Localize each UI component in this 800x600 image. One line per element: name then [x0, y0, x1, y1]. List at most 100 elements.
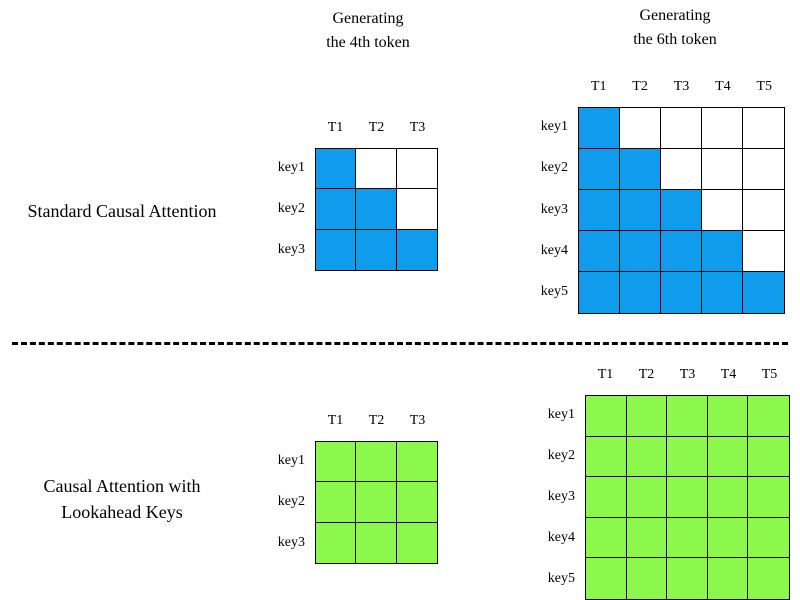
matrix-standard-3-col-t1: T1 [327, 120, 344, 135]
attention-cell [626, 477, 668, 518]
title-generating-4th: Generating the 4th token [298, 7, 438, 55]
matrix-lookahead-3-row-key3: key3 [277, 534, 305, 550]
attention-cell [396, 442, 437, 483]
attention-cell [661, 272, 702, 313]
attention-cell [743, 149, 784, 190]
matrix-lookahead-5-row-key1: key1 [547, 406, 575, 422]
attention-cell [702, 108, 743, 149]
attention-cell [316, 442, 357, 483]
matrix-standard-3-grid [315, 148, 438, 271]
attention-cell [667, 477, 708, 518]
attention-cell [661, 190, 702, 231]
attention-cell [748, 558, 789, 599]
attention-cell [579, 108, 620, 149]
matrix-standard-5-col-t2: T2 [632, 79, 648, 94]
attention-cell [626, 396, 668, 437]
attention-cell [743, 272, 784, 313]
attention-cell [396, 522, 437, 563]
matrix-standard-3-row-key3: key3 [277, 241, 305, 257]
title-generating-6th: Generating the 6th token [605, 4, 745, 52]
attention-cell [396, 149, 437, 190]
matrix-lookahead-5-row-key4: key4 [547, 529, 575, 545]
attention-cell [748, 396, 789, 437]
matrix-standard-3-row-key2: key2 [277, 200, 305, 216]
attention-cell [620, 108, 661, 149]
matrix-standard-5-row-key2: key2 [540, 160, 568, 176]
attention-cell [626, 436, 668, 478]
attention-cell [667, 396, 708, 437]
matrix-lookahead-3-row-key2: key2 [277, 493, 305, 509]
attention-cell [707, 436, 749, 478]
attention-cell [586, 517, 627, 559]
attention-cell [743, 108, 784, 149]
attention-cell [396, 482, 437, 523]
attention-cell [356, 149, 397, 190]
attention-cell [702, 231, 743, 272]
attention-cell [707, 477, 749, 518]
matrix-lookahead-5-col-t3: T3 [679, 367, 696, 382]
attention-cell [586, 436, 627, 478]
attention-cell [316, 229, 357, 270]
matrix-lookahead-3-col-t1: T1 [327, 413, 344, 428]
matrix-standard-5-row-key5: key5 [540, 284, 568, 300]
matrix-lookahead-5-row-key2: key2 [547, 447, 575, 463]
matrix-standard-3-row-key1: key1 [277, 159, 305, 175]
attention-cell [667, 558, 708, 599]
label-standard-causal-attention-text: Standard Causal Attention [27, 201, 217, 221]
matrix-lookahead-5-col-t5: T5 [761, 367, 778, 382]
attention-cell [620, 272, 661, 313]
attention-cell [707, 517, 749, 559]
attention-cell [586, 396, 627, 437]
label-causal-attention-lookahead-line2: Lookahead Keys [61, 502, 183, 522]
title-generating-4th-line1: Generating [332, 10, 404, 27]
matrix-lookahead-3-row-key1: key1 [277, 452, 305, 468]
matrix-lookahead-3-grid [315, 441, 438, 564]
title-generating-6th-line1: Generating [639, 7, 711, 24]
attention-cell [620, 231, 661, 272]
attention-cell [626, 517, 668, 559]
attention-cell [396, 189, 437, 230]
matrix-standard-3-col-t2: T2 [368, 120, 385, 135]
attention-cell [743, 190, 784, 231]
attention-cell [620, 149, 661, 190]
attention-cell [748, 477, 789, 518]
attention-cell [661, 149, 702, 190]
attention-cell [702, 190, 743, 231]
attention-cell [702, 149, 743, 190]
attention-cell [579, 272, 620, 313]
matrix-standard-5-col-t5: T5 [756, 79, 773, 94]
matrix-standard-5-row-key4: key4 [540, 242, 568, 258]
section-divider [12, 342, 788, 345]
attention-cell [579, 231, 620, 272]
attention-cell [316, 482, 357, 523]
matrix-standard-5-row-key3: key3 [540, 201, 568, 217]
attention-cell [586, 558, 627, 599]
matrix-standard-5-grid [578, 107, 785, 314]
attention-cell [626, 558, 668, 599]
attention-cell [316, 149, 357, 190]
matrix-lookahead-5-grid [585, 395, 790, 600]
attention-cell [356, 229, 397, 270]
attention-cell [743, 231, 784, 272]
attention-cell [356, 522, 397, 563]
label-causal-attention-lookahead: Causal Attention with Lookahead Keys [12, 473, 232, 525]
matrix-lookahead-5-row-key5: key5 [547, 570, 575, 586]
matrix-lookahead-5-col-t1: T1 [597, 367, 614, 382]
attention-cell [661, 108, 702, 149]
matrix-standard-5-col-t1: T1 [590, 79, 607, 94]
attention-cell [356, 442, 397, 483]
attention-cell [667, 517, 708, 559]
attention-cell [356, 482, 397, 523]
attention-cell [707, 558, 749, 599]
attention-cell [748, 517, 789, 559]
attention-cell [586, 477, 627, 518]
attention-cell [356, 189, 397, 230]
matrix-lookahead-3-col-t2: T2 [368, 413, 385, 428]
label-causal-attention-lookahead-line1: Causal Attention with [43, 476, 201, 496]
title-generating-6th-line2: the 6th token [633, 31, 717, 48]
attention-cell [316, 522, 357, 563]
matrix-standard-5-row-key1: key1 [540, 118, 568, 134]
attention-cell [579, 149, 620, 190]
attention-cell [707, 396, 749, 437]
matrix-lookahead-5-col-t4: T4 [720, 367, 737, 382]
